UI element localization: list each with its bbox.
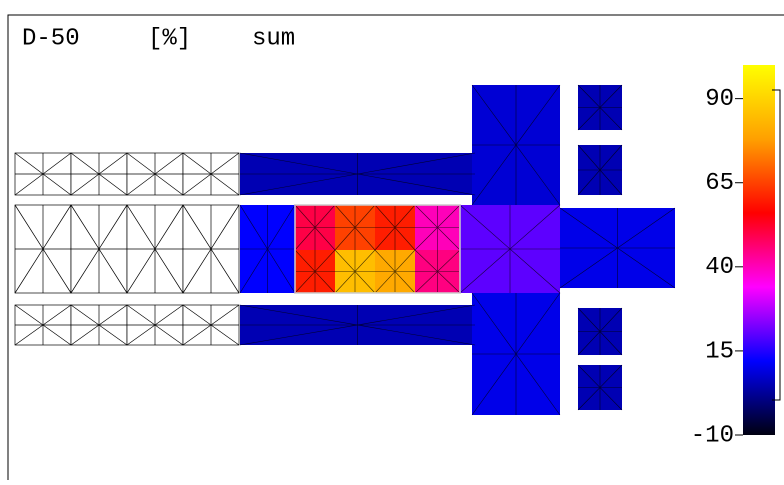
mesh-overlay <box>239 84 676 416</box>
chart-subtitle: sum <box>252 25 295 52</box>
chart-title: D-50 <box>22 25 80 52</box>
frame <box>7 14 784 485</box>
heat-zones <box>240 85 675 415</box>
colorbar-tick-label: 65 <box>705 170 734 197</box>
colorbar-tick-label: 40 <box>705 254 734 281</box>
colorbar-tick-label: 90 <box>705 86 734 113</box>
colorbar-tick-label: -10 <box>691 422 734 449</box>
unmeasured-wings <box>14 152 240 346</box>
room-outline <box>294 204 461 294</box>
unit-label: [%] <box>148 25 191 52</box>
colorbar-bracket <box>772 89 781 401</box>
colorbar <box>743 65 775 435</box>
colorbar-tick-label: 15 <box>705 338 734 365</box>
